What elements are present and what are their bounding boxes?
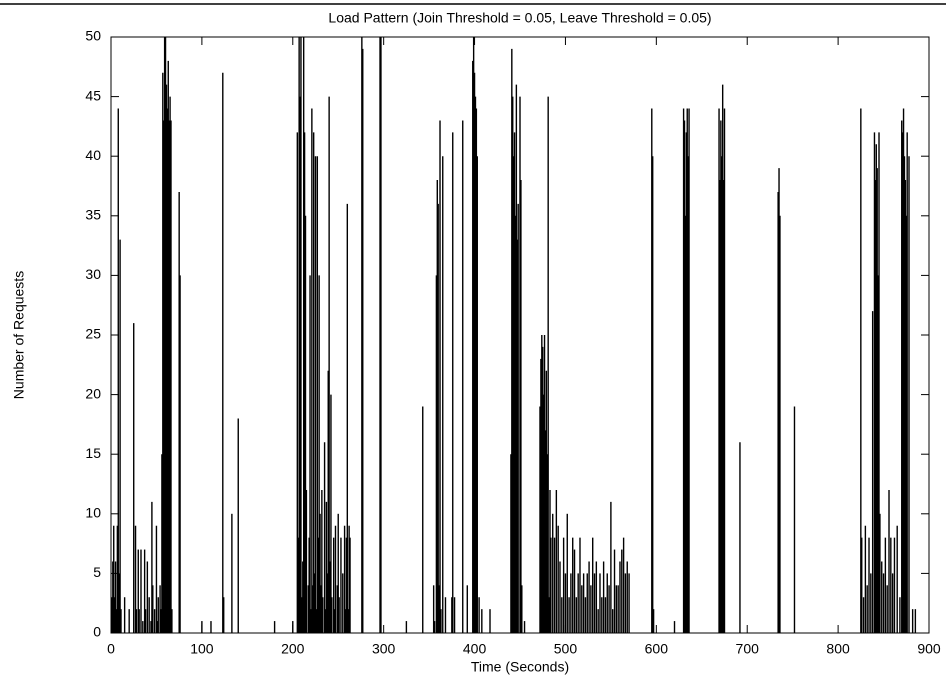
y-tick-label: 45 bbox=[85, 87, 101, 103]
x-tick-label: 700 bbox=[736, 641, 760, 657]
x-tick-label: 600 bbox=[645, 641, 669, 657]
x-tick-label: 500 bbox=[554, 641, 578, 657]
x-tick-label: 400 bbox=[463, 641, 487, 657]
y-tick-label: 30 bbox=[85, 266, 101, 282]
x-tick-label: 100 bbox=[190, 641, 214, 657]
x-tick-label: 300 bbox=[372, 641, 396, 657]
x-tick-label: 800 bbox=[826, 641, 850, 657]
y-tick-label: 40 bbox=[85, 147, 101, 163]
chart-title: Load Pattern (Join Threshold = 0.05, Lea… bbox=[328, 10, 711, 26]
y-tick-label: 0 bbox=[93, 624, 101, 640]
x-tick-label: 900 bbox=[917, 641, 941, 657]
y-tick-label: 10 bbox=[85, 505, 101, 521]
y-tick-label: 25 bbox=[85, 326, 101, 342]
x-axis-label: Time (Seconds) bbox=[471, 659, 569, 675]
y-tick-label: 15 bbox=[85, 445, 101, 461]
y-tick-label: 35 bbox=[85, 207, 101, 223]
y-tick-label: 20 bbox=[85, 385, 101, 401]
y-axis-label: Number of Requests bbox=[11, 271, 27, 399]
x-tick-label: 0 bbox=[107, 641, 115, 657]
y-tick-label: 5 bbox=[93, 564, 101, 580]
x-tick-label: 200 bbox=[281, 641, 305, 657]
y-tick-label: 50 bbox=[85, 28, 101, 44]
